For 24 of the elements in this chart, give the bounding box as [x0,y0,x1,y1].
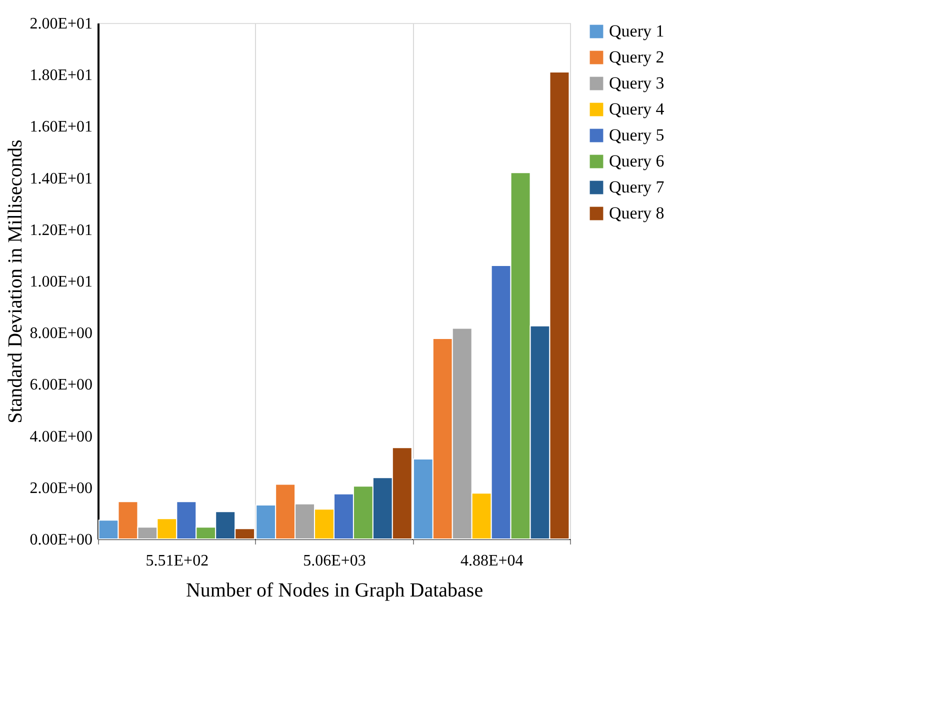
y-tick-label: 1.60E+01 [30,118,92,136]
legend-label: Query 1 [609,22,664,40]
x-tick-label: 4.88E+04 [460,552,524,570]
legend-label: Query 2 [609,48,664,66]
legend-label: Query 5 [609,126,664,144]
legend-label: Query 3 [609,74,664,92]
legend-label: Query 6 [609,152,664,170]
y-tick-label: 2.00E+01 [30,16,92,32]
y-tick-label: 8.00E+00 [30,325,92,342]
legend-label: Query 4 [609,100,665,118]
y-tick-label: 4.00E+00 [30,428,92,446]
y-tick-label: 1.40E+01 [30,170,92,188]
x-tick-label: 5.51E+02 [146,552,209,570]
legend-label: Query 7 [609,178,665,196]
x-tick-label: 5.06E+03 [303,552,366,570]
y-tick-label: 0.00E+00 [30,532,92,548]
y-tick-label: 1.20E+01 [30,222,92,239]
y-tick-label: 1.80E+01 [30,67,92,84]
y-axis-title: Standard Deviation in Milliseconds [4,139,27,424]
x-axis-title: Number of Nodes in Graph Database [186,580,484,602]
y-tick-label: 6.00E+00 [30,376,92,394]
legend-label: Query 8 [609,204,664,222]
y-tick-label: 2.00E+00 [30,480,92,497]
y-tick-label: 1.00E+01 [30,274,92,290]
